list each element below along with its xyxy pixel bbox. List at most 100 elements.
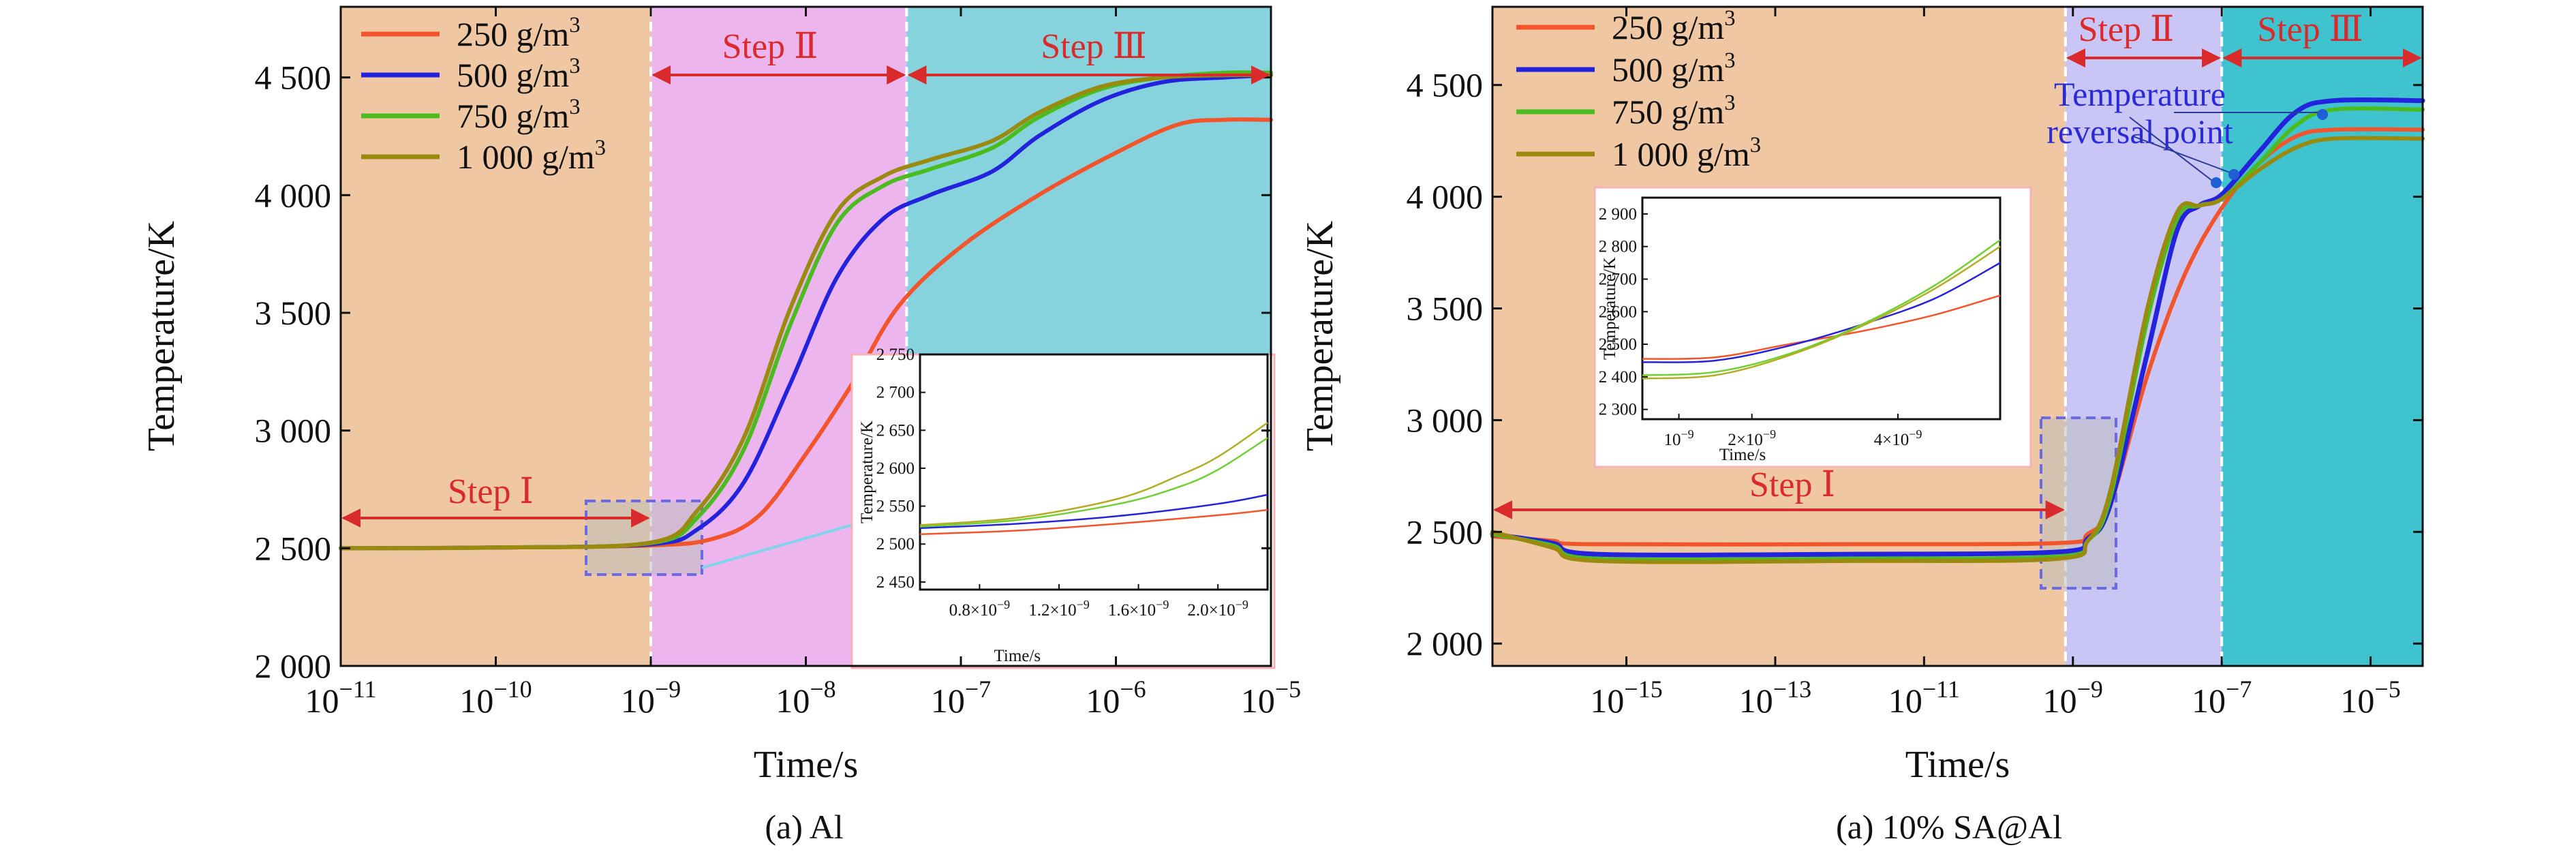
step-label-3: Step Ⅲ (1041, 27, 1147, 66)
y-tick-label: 2 000 (255, 647, 332, 685)
inset-x-axis-label: Time/s (1719, 446, 1766, 464)
annotation-text-line-2: reversal point (2046, 112, 2233, 151)
x-tick-label: 10−6 (1086, 675, 1146, 720)
inset-frame (1641, 196, 2002, 421)
chart-panel-2: 2 300 2 400 2 500 2 600 2 700 2 800 2 900 10−9 2… (1299, 5, 2425, 846)
inset-series-line-1 (919, 508, 1268, 536)
inset-y-tick-label: 2 550 (876, 498, 915, 516)
x-tick-label: 10−9 (2043, 675, 2103, 720)
x-tick-label: 10−11 (305, 675, 377, 720)
x-tick-label: 10−7 (931, 675, 991, 720)
inset-y-tick-label: 2 500 (1599, 335, 1637, 354)
y-tick-label: 2 000 (1407, 624, 1484, 663)
reversal-point-marker-3 (2317, 109, 2328, 120)
inset-x-tick-label: 4×10−9 (1874, 427, 1922, 449)
series-line-2 (1490, 97, 2425, 558)
x-tick-label: 10−7 (2192, 675, 2252, 720)
reversal-point-marker-2 (2228, 169, 2239, 180)
y-tick-label: 4 500 (1407, 66, 1484, 104)
y-tick-label: 4 000 (1407, 178, 1484, 216)
inset-y-tick-label: 2 300 (1599, 401, 1637, 419)
y-tick-label: 4 000 (255, 176, 332, 214)
inset-y-tick-label: 2 700 (876, 384, 915, 402)
y-tick-label: 2 500 (1407, 513, 1484, 551)
x-tick-label: 10−10 (459, 675, 532, 720)
step-label-1: Step Ⅰ (448, 472, 534, 511)
legend-label-3: 750 g/m3 (457, 95, 581, 135)
inset-y-tick-label: 2 650 (876, 421, 915, 440)
legend-label-2: 500 g/m3 (457, 54, 581, 94)
inset-series-line-2 (1642, 262, 2001, 363)
inset-y-tick-label: 2 600 (1599, 303, 1637, 321)
inset-x-tick-label: 0.8×10−9 (949, 598, 1011, 620)
inset-y-tick-label: 2 500 (876, 535, 915, 553)
x-tick-label: 10−5 (2340, 675, 2400, 720)
inset-series-line-4 (1642, 245, 2001, 380)
inset-y-tick-label: 2 800 (1599, 238, 1637, 256)
y-tick-label: 2 500 (255, 529, 332, 567)
inset-series-line-2 (919, 493, 1268, 530)
x-tick-label: 10−8 (776, 675, 835, 720)
chart-panel-1: 2 450 2 500 2 550 2 600 2 650 2 700 2 750 0.8×1… (140, 5, 1301, 846)
reversal-point-marker-1 (2211, 177, 2222, 188)
annotation-pointer-1 (2129, 117, 2213, 181)
inset: 2 300 2 400 2 500 2 600 2 700 2 800 2 900 10−9 2… (1593, 186, 2032, 468)
inset-x-tick-label: 2×10−9 (1728, 427, 1776, 449)
annotation-pointer-2 (2132, 136, 2230, 173)
y-tick-label: 3 500 (1407, 290, 1484, 328)
zoom-box (2040, 416, 2117, 590)
x-tick-label: 10−15 (1590, 675, 1662, 720)
step-label-2: Step Ⅱ (2079, 10, 2175, 49)
legend-label-1: 250 g/m3 (457, 13, 581, 53)
inset-x-tick-label: 2.0×10−9 (1187, 598, 1248, 620)
inset-y-tick-label: 2 400 (1599, 368, 1637, 386)
zoom-connector (701, 522, 858, 569)
inset-series-line-4 (919, 422, 1268, 526)
legend-label-1: 250 g/m3 (1612, 6, 1736, 46)
inset-x-tick-label: 1.6×10−9 (1108, 598, 1169, 620)
step-label-3: Step Ⅲ (2257, 10, 2363, 49)
y-tick-label: 4 500 (255, 59, 332, 97)
legend-label-2: 500 g/m3 (1612, 48, 1736, 89)
x-tick-label: 10−5 (1241, 675, 1301, 720)
figure-caption: (a) 10% SA@Al (1836, 808, 2062, 846)
step-label-2: Step Ⅱ (722, 27, 818, 66)
legend-label-3: 750 g/m3 (1612, 91, 1736, 131)
y-tick-label: 3 000 (1407, 401, 1484, 439)
inset-x-tick-label: 10−9 (1663, 427, 1693, 449)
inset-series-line-3 (919, 437, 1268, 528)
inset-frame (919, 353, 1269, 591)
step-region-3 (2222, 7, 2423, 666)
y-axis-label: Temperature/K (1299, 221, 1341, 451)
inset-x-axis-label: Time/s (994, 647, 1041, 665)
x-tick-label: 10−9 (621, 675, 681, 720)
plot-frame (1491, 5, 2424, 667)
inset-x-tick-label: 1.2×10−9 (1028, 598, 1090, 620)
inset-y-axis-label: Temperature/K (858, 421, 876, 523)
inset-y-axis-label: Temperature/K (1601, 257, 1619, 360)
inset-y-tick-label: 2 750 (876, 346, 915, 364)
y-tick-label: 3 000 (255, 412, 332, 450)
inset-y-tick-label: 2 600 (876, 459, 915, 478)
series-line-4 (1490, 136, 2425, 564)
x-axis-label: Time/s (1905, 744, 2010, 786)
inset-y-tick-label: 2 450 (876, 573, 915, 592)
inset: 2 450 2 500 2 550 2 600 2 650 2 700 2 750 0.8×1… (850, 346, 1276, 669)
x-axis-label: Time/s (754, 744, 859, 786)
inset-series-line-3 (1642, 239, 2001, 376)
x-tick-label: 10−11 (1888, 675, 1960, 720)
legend-label-4: 1 000 g/m3 (1612, 133, 1761, 173)
inset-y-tick-label: 2 900 (1599, 205, 1637, 224)
step-label-1: Step Ⅰ (1749, 466, 1835, 504)
legend-label-4: 1 000 g/m3 (457, 136, 606, 176)
annotation-text-line-1: Temperature (2054, 75, 2226, 113)
inset-series-line-1 (1642, 294, 2001, 360)
x-tick-label: 10−13 (1739, 675, 1811, 720)
figure-caption: (a) Al (765, 808, 843, 846)
inset-y-tick-label: 2 700 (1599, 270, 1637, 288)
